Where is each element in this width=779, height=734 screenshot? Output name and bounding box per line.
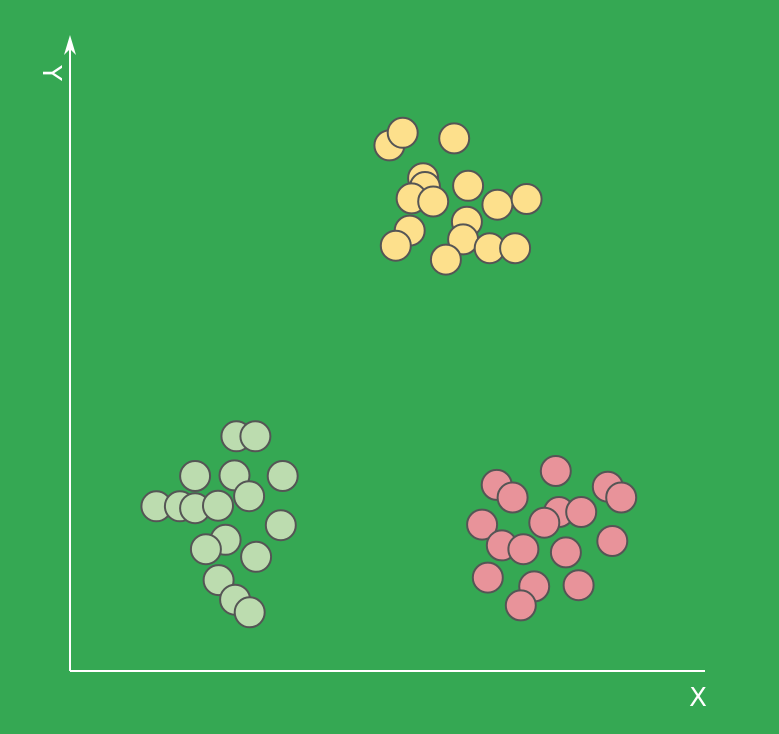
data-point-cluster-2-17 xyxy=(233,596,266,629)
data-point-cluster-2-14 xyxy=(240,540,273,573)
data-point-cluster-2-10 xyxy=(202,489,234,522)
data-point-cluster-2-3 xyxy=(179,460,212,492)
y-axis-arrow-icon xyxy=(64,35,76,55)
data-point-cluster-1-17 xyxy=(429,243,462,276)
data-points xyxy=(140,116,638,629)
data-point-cluster-3-4 xyxy=(496,481,529,514)
data-point-cluster-1-6 xyxy=(452,169,485,202)
data-point-cluster-3-16 xyxy=(562,569,595,602)
data-point-cluster-2-11 xyxy=(264,509,297,542)
data-point-cluster-1-16 xyxy=(499,232,532,265)
data-point-cluster-2-2 xyxy=(239,420,272,453)
data-point-cluster-3-11 xyxy=(507,533,540,566)
data-point-cluster-3-17 xyxy=(504,589,537,622)
data-point-cluster-3-8 xyxy=(565,496,598,528)
data-point-cluster-1-9 xyxy=(481,188,514,221)
data-point-cluster-2-13 xyxy=(189,533,222,566)
data-point-cluster-1-14 xyxy=(379,229,412,262)
data-point-cluster-3-5 xyxy=(605,481,638,514)
data-point-cluster-2-6 xyxy=(233,480,266,513)
y-axis-label: Y xyxy=(36,64,66,81)
data-point-cluster-3-12 xyxy=(549,536,582,569)
data-point-cluster-1-3 xyxy=(438,122,471,155)
data-point-cluster-2-5 xyxy=(266,460,299,492)
data-point-cluster-3-13 xyxy=(596,525,629,557)
data-point-cluster-1-10 xyxy=(510,183,543,215)
data-point-cluster-3-9 xyxy=(466,508,499,541)
data-point-cluster-1-8 xyxy=(417,185,450,218)
data-point-cluster-3-14 xyxy=(471,561,504,594)
x-axis-label: X xyxy=(689,683,707,713)
data-point-cluster-3-7 xyxy=(528,506,561,539)
data-point-cluster-3-1 xyxy=(539,455,572,487)
data-point-cluster-1-2 xyxy=(386,116,419,149)
